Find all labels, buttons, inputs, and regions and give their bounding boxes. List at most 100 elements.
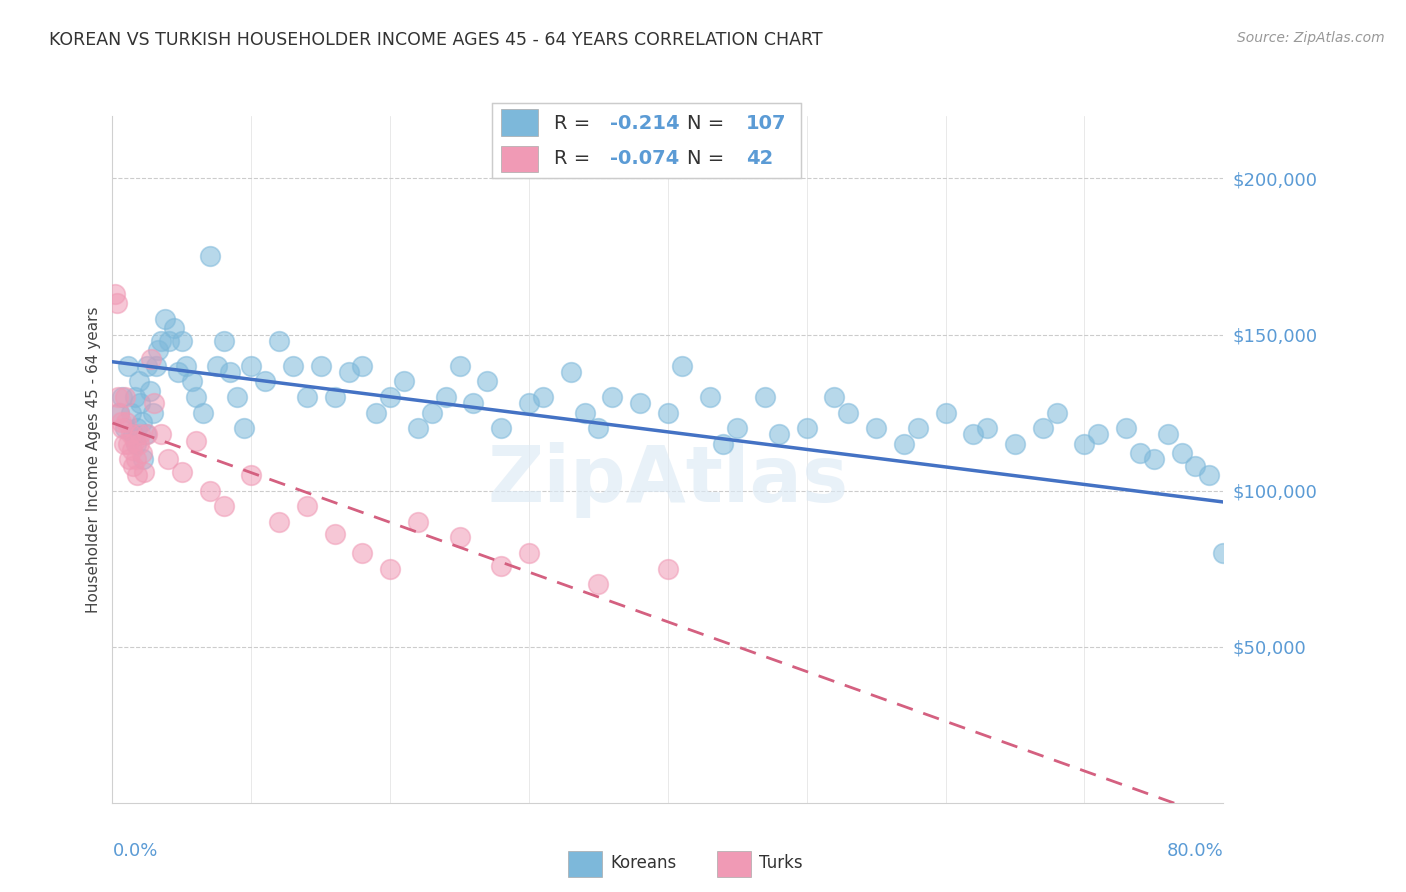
Point (120, 405, 142, 420)
Text: 107: 107 (745, 113, 786, 133)
Point (240, 467, 263, 482)
Point (129, 396, 152, 410)
Point (352, 546, 374, 560)
Point (1226, 540, 1249, 554)
Point (170, 334, 193, 348)
Point (131, 446, 153, 460)
Point (281, 359, 304, 373)
Point (1004, 436, 1026, 450)
Point (1046, 405, 1069, 420)
Point (128, 375, 150, 389)
Point (1073, 436, 1095, 450)
Point (628, 396, 651, 410)
Point (145, 359, 167, 373)
Point (226, 390, 249, 404)
Point (1323, 546, 1346, 560)
Point (132, 452, 155, 467)
Point (205, 359, 228, 373)
Bar (717, 851, 751, 877)
Point (219, 365, 242, 379)
Point (267, 334, 291, 348)
Text: ZipAtlas: ZipAtlas (488, 442, 848, 518)
Point (191, 405, 214, 420)
Point (337, 365, 360, 379)
Point (155, 312, 177, 326)
Text: Source: ZipAtlas.com: Source: ZipAtlas.com (1237, 31, 1385, 45)
Point (699, 390, 721, 404)
Point (449, 359, 471, 373)
Point (170, 465, 193, 479)
Point (162, 321, 184, 335)
Point (141, 352, 163, 367)
Point (135, 427, 157, 442)
Point (267, 515, 291, 529)
Point (108, 405, 131, 420)
Point (150, 334, 173, 348)
Bar (568, 851, 602, 877)
Point (184, 390, 207, 404)
Point (136, 427, 159, 442)
Point (962, 427, 984, 442)
Point (309, 359, 332, 373)
Point (127, 467, 149, 482)
Point (434, 390, 457, 404)
Point (166, 365, 188, 379)
Point (150, 427, 173, 442)
Point (105, 296, 128, 310)
Point (392, 375, 415, 389)
Point (1351, 562, 1374, 576)
Point (143, 396, 166, 410)
Text: -0.074: -0.074 (610, 149, 679, 169)
Point (117, 359, 139, 373)
Text: -0.214: -0.214 (610, 113, 679, 133)
Point (108, 405, 131, 420)
Point (136, 359, 159, 373)
Point (1129, 446, 1152, 460)
Point (671, 359, 693, 373)
Text: N =: N = (688, 113, 731, 133)
Text: 42: 42 (745, 149, 773, 169)
Text: R =: R = (554, 149, 596, 169)
Point (131, 415, 153, 429)
Point (111, 390, 134, 404)
Point (124, 434, 146, 448)
Point (134, 465, 156, 479)
Point (122, 427, 145, 442)
Text: R =: R = (554, 113, 596, 133)
Point (1157, 427, 1180, 442)
Point (212, 334, 235, 348)
Point (420, 405, 443, 420)
Point (198, 250, 221, 264)
Point (111, 421, 134, 435)
Point (893, 436, 915, 450)
Point (233, 421, 256, 435)
Point (180, 375, 202, 389)
Point (117, 436, 139, 450)
Text: KOREAN VS TURKISH HOUSEHOLDER INCOME AGES 45 - 64 YEARS CORRELATION CHART: KOREAN VS TURKISH HOUSEHOLDER INCOME AGE… (49, 31, 823, 49)
Point (657, 562, 679, 576)
Point (449, 530, 471, 544)
Point (380, 562, 402, 576)
Point (174, 359, 197, 373)
Point (122, 458, 145, 473)
Point (157, 452, 180, 467)
Point (157, 334, 180, 348)
Point (406, 515, 429, 529)
Point (976, 421, 998, 435)
Text: 80.0%: 80.0% (1167, 842, 1223, 860)
Point (491, 421, 513, 435)
Text: 0.0%: 0.0% (112, 842, 157, 860)
Point (127, 421, 149, 435)
Point (531, 390, 554, 404)
Point (1309, 571, 1331, 585)
Point (295, 500, 318, 514)
Point (128, 436, 150, 450)
Point (574, 405, 596, 420)
Point (198, 483, 221, 498)
Point (1254, 552, 1277, 566)
Point (588, 421, 610, 435)
Point (1281, 562, 1303, 576)
Point (212, 500, 235, 514)
Point (352, 359, 374, 373)
Text: N =: N = (688, 149, 731, 169)
